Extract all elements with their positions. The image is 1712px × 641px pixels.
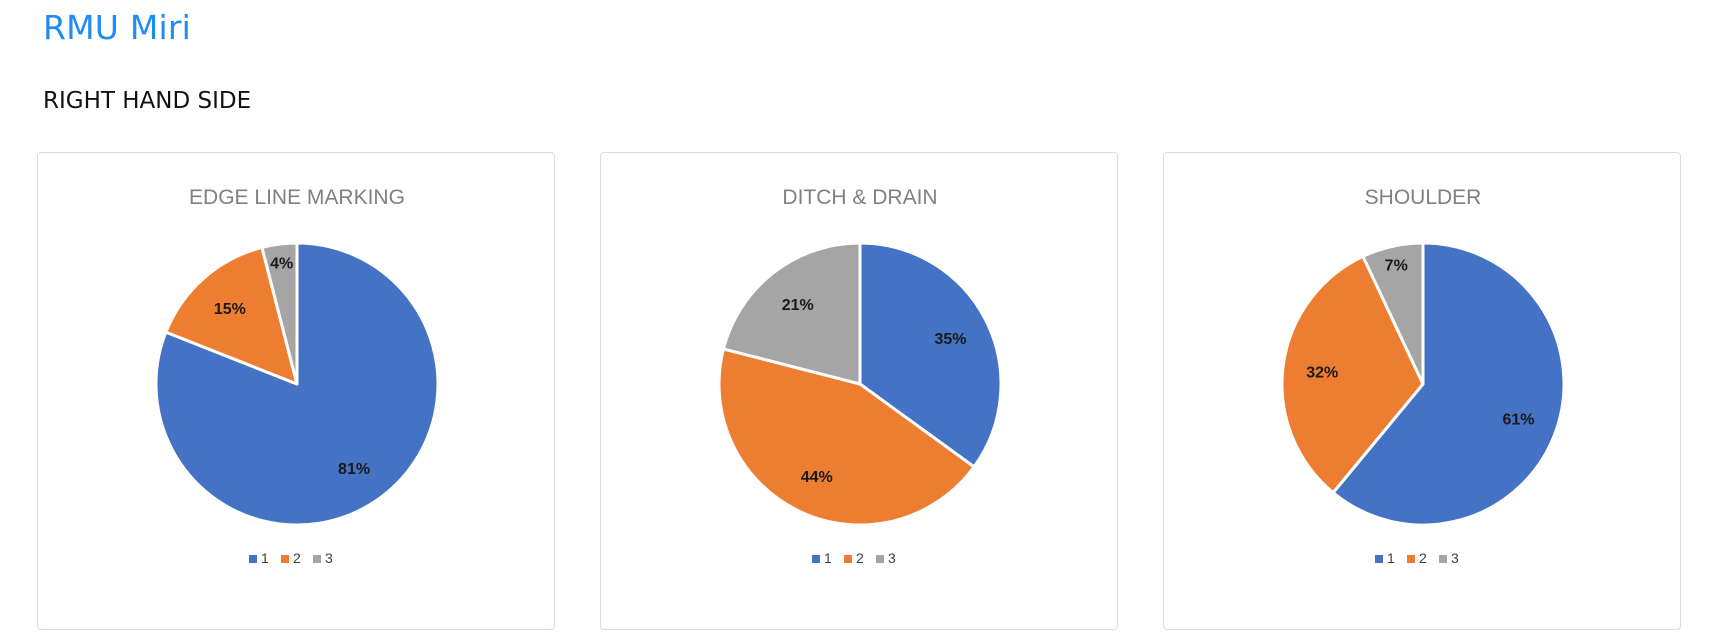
legend-swatch-shoulder-2 (1407, 555, 1415, 563)
legend-label-shoulder-3: 3 (1451, 550, 1459, 566)
legend-swatch-edge-line-marking-1 (249, 555, 257, 563)
legend-swatch-ditch-drain-1 (812, 555, 820, 563)
data-label-edge-line-marking-2: 15% (214, 301, 246, 318)
legend-label-ditch-drain-2: 2 (856, 550, 864, 566)
legend-swatch-edge-line-marking-3 (313, 555, 321, 563)
data-label-ditch-drain-3: 21% (782, 297, 814, 314)
legend-label-shoulder-2: 2 (1419, 550, 1427, 566)
pie-chart-edge-line-marking: EDGE LINE MARKING 81% 15% 4% 1 2 3 (154, 186, 440, 566)
legend-label-edge-line-marking-3: 3 (325, 550, 333, 566)
data-label-edge-line-marking-3: 4% (270, 255, 293, 272)
pie-slice-shoulder-1 (1331, 241, 1566, 527)
pie-slice-ditch-drain-2 (717, 347, 976, 527)
pie-chart-ditch-drain: DITCH & DRAIN 35% 44% 21% 1 2 3 (717, 186, 1003, 566)
chart-card-edge-line-marking: EDGE LINE MARKING 81% 15% 4% 1 2 3 (37, 152, 555, 630)
legend-swatch-shoulder-1 (1375, 555, 1383, 563)
pie-slice-ditch-drain-3 (721, 241, 862, 386)
data-label-shoulder-1: 61% (1503, 411, 1535, 428)
legend-swatch-edge-line-marking-2 (281, 555, 289, 563)
chart-title-shoulder: SHOULDER (1365, 186, 1482, 209)
legend-swatch-shoulder-3 (1439, 555, 1447, 563)
chart-card-shoulder: SHOULDER 61% 32% 7% 1 2 3 (1163, 152, 1681, 630)
pie-slice-edge-line-marking-2 (164, 245, 299, 386)
legend-label-ditch-drain-1: 1 (824, 550, 832, 566)
data-label-ditch-drain-1: 35% (934, 331, 966, 348)
pie-slice-edge-line-marking-3 (260, 241, 299, 386)
page-title: RMU Miri (43, 8, 192, 47)
data-label-ditch-drain-2: 44% (801, 469, 833, 486)
data-label-edge-line-marking-1: 81% (338, 461, 370, 478)
pie-slice-shoulder-2 (1280, 254, 1425, 495)
data-label-shoulder-2: 32% (1306, 364, 1338, 381)
chart-card-ditch-drain: DITCH & DRAIN 35% 44% 21% 1 2 3 (600, 152, 1118, 630)
chart-title-ditch-drain: DITCH & DRAIN (782, 186, 937, 209)
legend-label-edge-line-marking-1: 1 (261, 550, 269, 566)
legend-label-edge-line-marking-2: 2 (293, 550, 301, 566)
pie-slice-ditch-drain-1 (858, 241, 1003, 469)
pie-slice-shoulder-3 (1361, 241, 1425, 386)
data-label-shoulder-3: 7% (1385, 257, 1408, 274)
pie-chart-shoulder: SHOULDER 61% 32% 7% 1 2 3 (1280, 186, 1566, 566)
legend-swatch-ditch-drain-3 (876, 555, 884, 563)
legend-swatch-ditch-drain-2 (844, 555, 852, 563)
legend-label-ditch-drain-3: 3 (888, 550, 896, 566)
chart-title-edge-line-marking: EDGE LINE MARKING (189, 186, 405, 209)
legend-label-shoulder-1: 1 (1387, 550, 1395, 566)
section-title: RIGHT HAND SIDE (43, 88, 252, 114)
